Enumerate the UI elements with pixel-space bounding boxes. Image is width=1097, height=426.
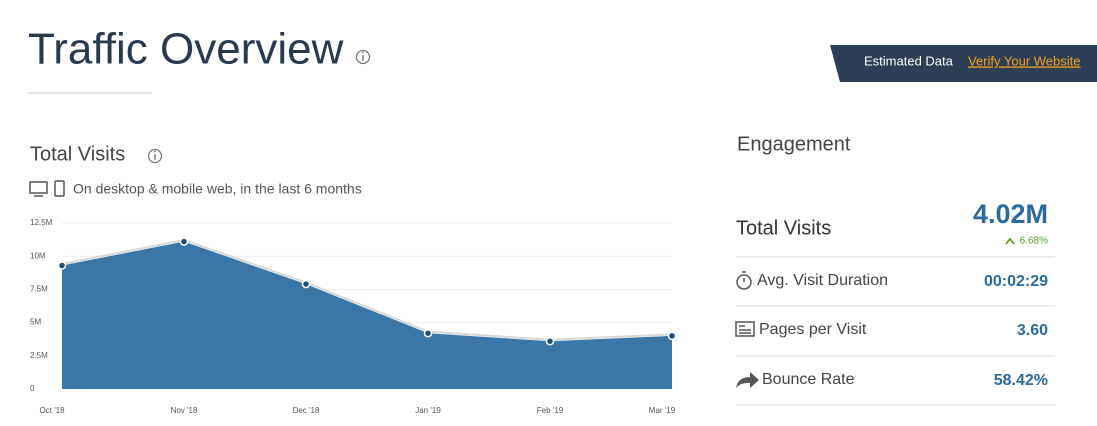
y-tick-label: 0: [30, 384, 35, 393]
area-edge: [61, 239, 673, 341]
row-value: 00:02:29: [984, 273, 1048, 290]
row-label: Bounce Rate: [762, 371, 855, 388]
stopwatch-icon: [736, 271, 752, 290]
total-visits-value: 4.02M: [973, 199, 1048, 229]
chart-title: Total Visits: [30, 143, 125, 165]
data-point: [423, 328, 433, 338]
data-point: [179, 237, 189, 246]
row-value: 3.60: [1017, 322, 1048, 339]
row-value: 58.42%: [994, 372, 1048, 389]
y-tick-label: 2.5M: [30, 351, 48, 360]
device-icons: [29, 180, 65, 197]
data-point: [301, 279, 311, 289]
chart-subtitle: On desktop & mobile web, in the last 6 m…: [73, 181, 362, 197]
x-tick-label: Mar '19: [649, 406, 676, 415]
page-title: Traffic Overview: [28, 25, 344, 74]
y-tick-label: 7.5M: [30, 285, 48, 294]
row-label: Avg. Visit Duration: [757, 272, 888, 289]
x-tick-label: Feb '19: [537, 406, 564, 415]
y-tick-label: 5M: [30, 318, 41, 327]
data-point: [667, 331, 677, 341]
area: [62, 241, 672, 389]
y-tick-label: 12.5M: [30, 218, 53, 227]
estimate-badge: Estimated Data: [864, 53, 954, 68]
x-tick-label: Jan '19: [415, 406, 441, 415]
verify-link[interactable]: Verify Your Website: [968, 53, 1081, 68]
total-visits-change: 6.68%: [1020, 236, 1048, 247]
x-tick-label: Oct '18: [39, 406, 65, 415]
x-tick-label: Dec '18: [293, 406, 320, 415]
info-icon[interactable]: [355, 49, 371, 65]
engagement-title: Engagement: [737, 133, 851, 155]
up-arrow: [1005, 237, 1015, 245]
bounce-icon: [736, 372, 759, 388]
info-icon[interactable]: [147, 148, 163, 164]
data-point: [545, 336, 555, 346]
row-label: Pages per Visit: [759, 321, 867, 338]
total-visits-label: Total Visits: [736, 217, 831, 239]
y-tick-label: 10M: [30, 251, 46, 260]
estimate-banner: [830, 45, 1097, 82]
data-point: [57, 261, 67, 270]
pages-icon: [735, 321, 755, 337]
x-tick-label: Nov '18: [171, 406, 198, 415]
